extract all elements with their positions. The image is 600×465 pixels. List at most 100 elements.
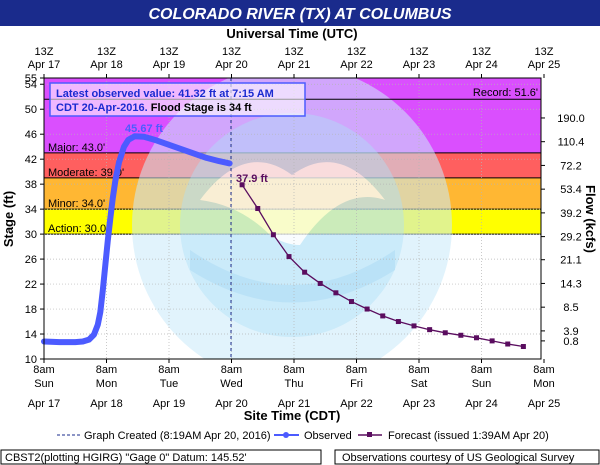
stage-tick-label: 34 bbox=[25, 204, 37, 216]
bottom-axis-ticks: 8am Sun Apr 17 8am Mon Apr 18 8am Tue Apr 19 8am W… bbox=[28, 359, 560, 410]
footer-left-box bbox=[0, 449, 322, 465]
forecast-point bbox=[442, 330, 448, 336]
flow-axis-ticks: 0.83.9 8.5 14.3 21.1 29.2 39.2 53.4 72.2 110.4 19… bbox=[541, 113, 585, 348]
forecast-point bbox=[411, 323, 417, 329]
latest-observed-note: Latest observed value: 41.32 ft at 7:15 … bbox=[49, 82, 306, 117]
legend-observed: Observed bbox=[304, 430, 352, 442]
stage-tick-label: 30 bbox=[25, 229, 37, 241]
bottom-tick-day: Tue bbox=[160, 378, 179, 390]
forecast-point bbox=[349, 299, 354, 305]
top-tick-label: 13Z bbox=[535, 46, 554, 58]
stage-tick-label: 18 bbox=[25, 304, 37, 316]
top-tick-date: Apr 24 bbox=[465, 59, 497, 71]
flow-tick-label: 8.5 bbox=[563, 302, 578, 314]
top-tick-label: 13Z bbox=[97, 46, 116, 58]
flow-axis-title: Flow (kcfs) bbox=[583, 185, 598, 253]
top-tick-date: Apr 21 bbox=[278, 59, 310, 71]
forecast-point bbox=[474, 335, 479, 341]
stage-tick-label: 50 bbox=[25, 104, 37, 116]
flow-tick-label: 39.2 bbox=[560, 208, 581, 220]
record-stage-label: Record: 51.6' bbox=[473, 87, 538, 99]
flow-tick-label: 3.9 bbox=[563, 326, 578, 338]
flow-tick-label: 29.2 bbox=[560, 232, 581, 244]
chart-title: COLORADO RIVER (TX) AT COLUMBUS bbox=[148, 6, 451, 23]
bottom-tick-date: Apr 23 bbox=[403, 398, 435, 410]
bottom-tick-time: 8am bbox=[33, 364, 54, 376]
latest-note-flood-stage: Flood Stage is 34 ft bbox=[148, 102, 252, 114]
forecast-point bbox=[333, 290, 339, 296]
flow-tick-label: 72.2 bbox=[560, 160, 581, 172]
legend-forecast: Forecast (issued 1:39AM Apr 20) bbox=[388, 430, 549, 442]
flow-tick-label: 14.3 bbox=[560, 278, 581, 290]
bottom-tick-day: Sat bbox=[411, 378, 428, 390]
forecast-point bbox=[317, 280, 323, 286]
bottom-tick-date: Apr 17 bbox=[28, 398, 60, 410]
bottom-tick-time: 8am bbox=[96, 364, 117, 376]
top-tick-date: Apr 25 bbox=[528, 59, 560, 71]
top-tick-date: Apr 18 bbox=[90, 59, 122, 71]
latest-note-date: CDT 20-Apr-2016. bbox=[56, 102, 148, 114]
legend-graph-created: Graph Created (8:19AM Apr 20, 2016) bbox=[84, 430, 271, 442]
bottom-tick-date: Apr 18 bbox=[90, 398, 122, 410]
top-tick-label: 13Z bbox=[35, 46, 54, 58]
footer-right-box bbox=[334, 449, 600, 465]
stage-tick-label: 38 bbox=[25, 179, 37, 191]
latest-note-line-1: Latest observed value: 41.32 ft at 7:15 … bbox=[56, 88, 274, 100]
bottom-axis-title: Site Time (CDT) bbox=[244, 408, 341, 423]
forecast-point bbox=[364, 306, 370, 312]
top-tick-label: 13Z bbox=[347, 46, 366, 58]
category-label-major: Major: 43.0' bbox=[48, 142, 105, 154]
footer-observations: Observations courtesy of US Geological S… bbox=[342, 452, 575, 464]
bottom-tick-day: Mon bbox=[96, 378, 117, 390]
bottom-tick-time: 8am bbox=[408, 364, 429, 376]
top-tick-date: Apr 19 bbox=[153, 59, 185, 71]
top-tick-label: 13Z bbox=[222, 46, 241, 58]
bottom-tick-day: Mon bbox=[533, 378, 554, 390]
top-tick-label: 13Z bbox=[410, 46, 429, 58]
noaa-watermark bbox=[132, 78, 452, 359]
bottom-tick-date: Apr 22 bbox=[340, 398, 372, 410]
bottom-tick-time: 8am bbox=[533, 364, 554, 376]
top-tick-label: 13Z bbox=[285, 46, 304, 58]
svg-text:CDT 20-Apr-2016. Flood Stage i: CDT 20-Apr-2016. Flood Stage is 34 ft bbox=[56, 102, 252, 114]
footer-datum: CBST2(plotting HGIRG) "Gage 0" Datum: 14… bbox=[5, 452, 247, 464]
category-label-moderate: Moderate: 39.0' bbox=[48, 167, 124, 179]
stage-tick-label: 14 bbox=[25, 329, 37, 341]
bottom-tick-time: 8am bbox=[158, 364, 179, 376]
forecast-point bbox=[302, 269, 308, 275]
forecast-point bbox=[286, 254, 292, 260]
bottom-tick-date: Apr 24 bbox=[465, 398, 497, 410]
forecast-point bbox=[239, 182, 245, 188]
flow-tick-label: 53.4 bbox=[560, 184, 581, 196]
top-tick-date: Apr 22 bbox=[340, 59, 372, 71]
forecast-point bbox=[395, 319, 401, 325]
forecast-points bbox=[239, 182, 526, 350]
top-axis-title: Universal Time (UTC) bbox=[226, 26, 357, 41]
peak-label: 45.67 ft bbox=[125, 123, 163, 135]
bottom-tick-time: 8am bbox=[283, 364, 304, 376]
stage-tick-label: 42 bbox=[25, 154, 37, 166]
top-tick-date: Apr 23 bbox=[403, 59, 435, 71]
bottom-tick-time: 8am bbox=[346, 364, 367, 376]
observed-series-line bbox=[41, 133, 233, 346]
flow-tick-label: 110.4 bbox=[558, 137, 585, 149]
category-label-action: Action: 30.0' bbox=[48, 223, 108, 235]
forecast-point bbox=[270, 232, 276, 238]
bottom-tick-date: Apr 25 bbox=[528, 398, 560, 410]
stage-tick-label: 55 bbox=[25, 73, 37, 85]
bottom-tick-day: Sun bbox=[472, 378, 492, 390]
stage-tick-label: 22 bbox=[25, 279, 37, 291]
flood-category-labels: Action: 30.0' Minor: 34.0' Moderate: 39.0'… bbox=[48, 142, 124, 235]
forecast-point bbox=[255, 206, 261, 212]
legend: Graph Created (8:19AM Apr 20, 2016) Obse… bbox=[57, 430, 549, 442]
grid-lines bbox=[44, 78, 541, 359]
forecast-point bbox=[458, 332, 464, 338]
stage-tick-label: 10 bbox=[25, 354, 37, 366]
stage-axis-title: Stage (ft) bbox=[1, 191, 16, 247]
title-banner bbox=[0, 0, 600, 26]
bottom-tick-time: 8am bbox=[221, 364, 242, 376]
bottom-tick-date: Apr 20 bbox=[215, 398, 247, 410]
